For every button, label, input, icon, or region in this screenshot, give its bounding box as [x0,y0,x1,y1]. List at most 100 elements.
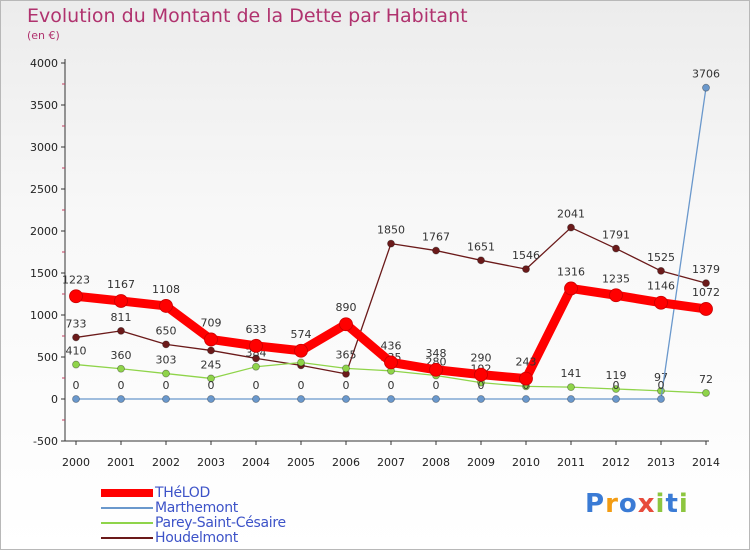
data-point-marthemont [117,395,125,403]
data-label-marthemont: 0 [253,379,260,392]
legend-label: THéLOD [155,484,210,501]
legend-item-thelod: THéLOD [101,484,286,501]
data-label-parey-saint-cesaire: 72 [699,373,713,386]
chart-subtitle: (en €) [27,29,60,42]
x-tick-label: 2011 [557,456,585,469]
data-label-thelod: 1072 [692,286,720,299]
legend-item-marthemont: Marthemont [101,499,286,516]
y-tick-label: 2000 [30,225,58,238]
data-label-houdelmont: 1525 [647,251,675,264]
data-point-houdelmont [162,340,170,349]
legend-label: Houdelmont [155,529,238,546]
x-tick-label: 2007 [377,456,405,469]
data-point-marthemont [657,395,665,403]
data-point-thelod [159,299,173,313]
data-point-thelod [294,343,308,358]
data-point-houdelmont [207,346,215,355]
data-point-houdelmont [522,265,530,274]
data-label-thelod: 1316 [557,265,585,278]
data-label-marthemont: 0 [613,379,620,392]
data-label-parey-saint-cesaire: 245 [201,358,222,371]
data-label-thelod: 348 [426,347,447,360]
data-label-parey-saint-cesaire: 410 [66,345,87,358]
legend-label: Parey-Saint-Césaire [155,514,286,531]
data-point-parey-saint-cesaire [72,360,80,369]
data-point-marthemont [387,395,395,403]
data-point-parey-saint-cesaire [297,358,305,367]
data-point-marthemont [522,395,530,403]
data-point-parey-saint-cesaire [117,364,125,373]
data-point-marthemont [432,395,440,403]
logo-letter: P [585,489,606,519]
y-tick-label: 0 [51,393,58,406]
x-tick-label: 2003 [197,456,225,469]
x-tick-label: 2009 [467,456,495,469]
data-label-thelod: 709 [201,316,222,329]
data-label-houdelmont: 1850 [377,224,405,237]
data-point-marthemont [612,395,620,403]
data-point-thelod [699,302,713,316]
data-label-houdelmont: 650 [156,324,177,337]
data-label-marthemont: 0 [478,379,485,392]
logo-letter: i [655,489,666,519]
data-point-thelod [474,367,488,382]
y-tick-label: 500 [37,351,58,364]
chart-legend: THéLOD Marthemont Parey-Saint-Césaire Houde… [101,484,286,546]
data-label-thelod: 1235 [602,272,630,285]
x-tick-label: 2001 [107,456,135,469]
data-label-marthemont: 0 [343,379,350,392]
data-point-parey-saint-cesaire [702,389,710,397]
data-label-marthemont: 0 [433,379,440,392]
legend-label: Marthemont [155,499,238,516]
data-point-thelod [69,289,83,304]
x-tick-label: 2010 [512,456,540,469]
data-point-houdelmont [477,256,485,265]
legend-item-houdelmont: Houdelmont [101,529,286,546]
data-label-parey-saint-cesaire: 303 [156,354,177,367]
data-label-thelod: 1223 [62,273,90,286]
data-label-parey-saint-cesaire: 119 [606,369,627,382]
data-label-marthemont: 0 [208,379,215,392]
data-point-parey-saint-cesaire [162,369,170,378]
data-point-marthemont [342,395,350,403]
y-tick-label: 3500 [30,99,58,112]
x-tick-label: 2000 [62,456,90,469]
data-label-houdelmont: 2041 [557,208,585,221]
data-point-thelod [249,338,263,353]
x-tick-label: 2004 [242,456,270,469]
data-label-thelod: 290 [471,352,492,365]
legend-swatch [101,506,153,509]
y-tick-label: 2500 [30,183,58,196]
logo-letter: x [637,489,656,519]
data-label-thelod: 436 [381,339,402,352]
logo-letter: r [605,489,619,519]
data-point-thelod [564,281,578,296]
logo-letter: t [665,489,679,519]
data-label-marthemont: 0 [118,379,125,392]
x-tick-label: 2012 [602,456,630,469]
data-point-parey-saint-cesaire [342,364,350,373]
x-tick-label: 2002 [152,456,180,469]
data-label-marthemont: 0 [163,379,170,392]
logo-letter: i [678,489,689,519]
data-label-marthemont: 0 [388,379,395,392]
y-tick-label: 1000 [30,309,58,322]
legend-swatch [101,488,153,497]
data-point-marthemont [297,395,305,403]
y-tick-label: 1500 [30,267,58,280]
data-point-marthemont [477,395,485,403]
data-label-thelod: 633 [246,323,267,336]
data-point-marthemont [162,395,170,403]
data-label-parey-saint-cesaire: 141 [561,367,582,380]
data-point-parey-saint-cesaire [252,362,260,371]
legend-swatch [101,536,153,539]
data-point-thelod [429,362,443,377]
data-label-marthemont: 0 [298,379,305,392]
chart-title: Evolution du Montant de la Dette par Hab… [27,5,468,27]
data-label-thelod: 890 [336,301,357,314]
data-label-houdelmont: 733 [66,317,87,330]
data-label-thelod: 1146 [647,280,675,293]
data-label-houdelmont: 1379 [692,263,720,276]
